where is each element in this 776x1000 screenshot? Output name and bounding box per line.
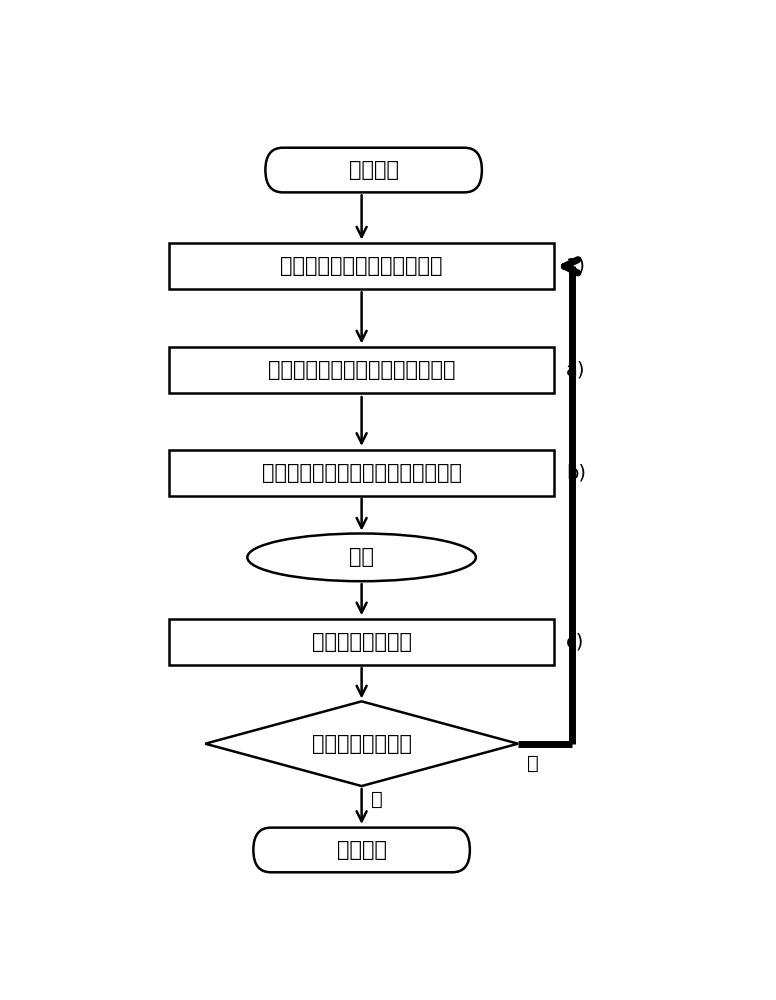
Text: 结束过程: 结束过程 bbox=[337, 840, 386, 860]
Bar bbox=[169, 243, 554, 289]
Text: b): b) bbox=[566, 463, 586, 482]
Text: a): a) bbox=[566, 361, 586, 380]
Polygon shape bbox=[205, 701, 518, 786]
Text: 生长更厚的沉积物: 生长更厚的沉积物 bbox=[312, 734, 411, 754]
Text: 否: 否 bbox=[371, 790, 383, 809]
Text: 是: 是 bbox=[527, 753, 539, 772]
Text: 1): 1) bbox=[566, 257, 586, 276]
Text: c): c) bbox=[566, 633, 584, 652]
Bar bbox=[169, 347, 554, 393]
Bar bbox=[169, 619, 554, 665]
Text: 引入水和臭氧中的另一种作为氧前体: 引入水和臭氧中的另一种作为氧前体 bbox=[262, 463, 462, 483]
Text: 吹扫: 吹扫 bbox=[349, 547, 374, 567]
Text: 引入铝前体并吹扫: 引入铝前体并吹扫 bbox=[312, 632, 411, 652]
Text: 将基底引入反应空间，预处理: 将基底引入反应空间，预处理 bbox=[280, 256, 443, 276]
Ellipse shape bbox=[248, 533, 476, 581]
Bar bbox=[169, 450, 554, 496]
FancyBboxPatch shape bbox=[265, 148, 482, 192]
Text: 引入水和臭氧中的一种作为氧前体: 引入水和臭氧中的一种作为氧前体 bbox=[268, 360, 456, 380]
Text: 起始过程: 起始过程 bbox=[348, 160, 399, 180]
FancyBboxPatch shape bbox=[253, 828, 469, 872]
